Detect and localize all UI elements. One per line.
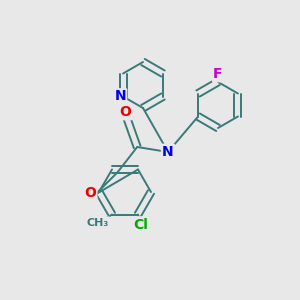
- Text: N: N: [114, 89, 126, 103]
- Text: O: O: [119, 105, 131, 119]
- Text: N: N: [162, 145, 174, 159]
- Text: CH₃: CH₃: [87, 218, 109, 227]
- Text: F: F: [213, 67, 223, 81]
- Text: O: O: [84, 186, 96, 200]
- Text: Cl: Cl: [134, 218, 148, 232]
